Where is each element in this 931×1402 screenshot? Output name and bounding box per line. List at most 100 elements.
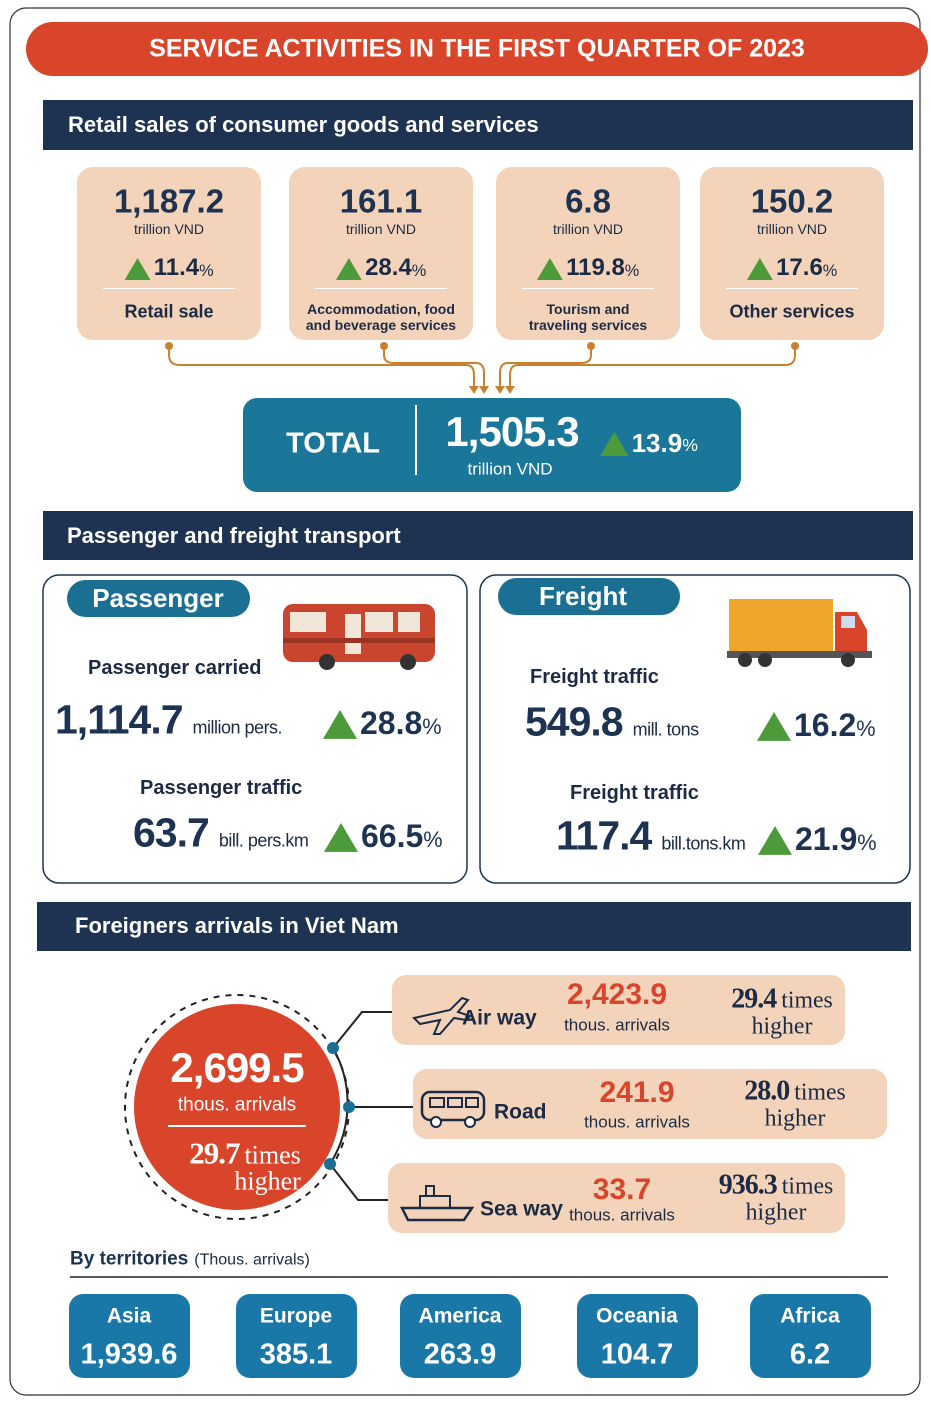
mode-links [329,1011,413,1201]
territory-value: 385.1 [259,1338,333,1371]
card [77,167,261,340]
times-higher: 28.0 times higher [744,1077,846,1132]
card-value: 150.2 [750,182,834,220]
pill [498,578,680,615]
growth-value: 28.4 [365,254,412,281]
mode-value: 241.9 [599,1076,675,1109]
growth: 28.8% [323,707,442,739]
metric-value: 63.7 [133,809,210,856]
metric-unit: million pers. [192,717,283,738]
times-note: higher [764,1105,826,1132]
times-unit: times [794,1079,846,1106]
card [496,167,680,340]
up-triangle [323,710,357,739]
times-higher: 29.4 times higher [731,983,833,1040]
card-value: 1,187.2 [113,182,225,220]
metric: 1,114.7 million pers. [55,696,283,743]
metric-label: Passenger carried [88,657,262,679]
times-note: higher [234,1166,301,1196]
territory-name: Europe [259,1304,333,1328]
arrivals-total: 2,699.5 [170,1044,304,1091]
panel-title: Passenger [92,583,224,613]
growth-unit: % [624,261,640,280]
mode-card [413,1069,887,1139]
connector-ends [165,342,799,394]
mode-unit: thous. arrivals [569,1205,675,1225]
total-value: 1,505.3 [445,408,579,455]
growth-value: 21.9 [795,821,858,857]
times-value: 29.7 [189,1135,240,1171]
territory-value: 1,939.6 [80,1338,178,1371]
territory-name: Asia [106,1304,152,1328]
mode-name: Sea way [480,1197,563,1221]
territory-card [400,1294,521,1378]
passenger-panel [42,574,468,884]
territory-name: America [418,1304,502,1328]
metric-unit: bill. pers.km [218,830,309,851]
territory-card [236,1294,357,1378]
growth-unit: % [682,435,698,456]
up-triangle [335,257,363,280]
times-value: 29.4 [731,983,777,1015]
title: SERVICE ACTIVITIES IN THE FIRST QUARTER … [149,34,805,63]
growth-unit: % [856,716,876,742]
metric: 549.8 mill. tons [525,698,699,745]
card-unit: trillion VND [552,221,624,237]
territory-name: Oceania [596,1304,678,1328]
times-unit: times [244,1140,301,1170]
territory-card [69,1294,190,1378]
growth: 119.8% [536,256,640,280]
pill [67,580,250,617]
metric-value: 549.8 [525,698,624,745]
growth-value: 17.6 [776,254,823,281]
card-label: Tourism and traveling services [528,300,648,333]
growth-unit: % [857,830,877,856]
times-higher: 29.7 times higher [189,1138,301,1195]
link-dots [324,1042,355,1170]
card-value: 161.1 [339,182,423,220]
card [700,167,884,340]
mode-card [392,975,845,1045]
territories-label: By territories [70,1248,189,1270]
metric-label: Freight traffic [570,782,699,804]
times-value: 936.3 [718,1169,778,1201]
bus-icon [283,604,435,670]
arrivals-unit: thous. arrivals [177,1094,297,1116]
metric: 117.4 bill.tons.km [556,815,746,857]
card-unit: trillion VND [133,221,205,237]
section-title: Passenger and freight transport [67,523,401,548]
times-higher: 936.3 times higher [718,1169,834,1225]
up-triangle [600,431,629,456]
territory-value: 104.7 [600,1338,674,1371]
mode-name: Road [494,1100,547,1124]
panel-title: Freight [538,581,628,611]
growth-unit: % [199,261,214,280]
mode-icon [420,1090,486,1128]
total-label: TOTAL [286,427,380,460]
section-header [43,511,913,560]
card-label: Other services [729,301,855,322]
truck-icon [727,599,872,667]
territory-value: 6.2 [789,1338,831,1371]
section-title: Retail sales of consumer goods and servi… [68,112,539,137]
metric-value: 1,114.7 [55,696,184,743]
mode-card [388,1163,845,1233]
divider [168,1125,306,1127]
growth-value: 16.2 [794,707,857,743]
up-triangle [124,257,151,280]
times-unit: times [781,1173,834,1200]
mode-unit: thous. arrivals [584,1112,690,1132]
metric-label: Freight traffic [530,666,659,688]
metric-label: Passenger traffic [140,777,303,799]
freight-panel [479,574,911,884]
up-triangle [324,823,358,852]
growth: 11.4% [124,256,214,280]
growth-value: 13.9 [631,428,683,458]
territory-value: 263.9 [423,1338,497,1371]
up-triangle [746,257,774,280]
territories-note: (Thous. arrivals) [194,1251,310,1269]
territories-heading: By territories (Thous. arrivals) [70,1250,310,1269]
times-note: higher [751,1013,813,1040]
metric: 63.7 bill. pers.km [133,809,309,856]
